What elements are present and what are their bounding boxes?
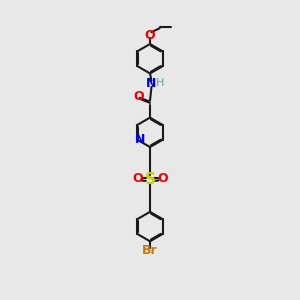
- Text: O: O: [133, 90, 144, 103]
- Text: H: H: [155, 78, 164, 88]
- Text: Br: Br: [142, 244, 158, 256]
- Text: N: N: [146, 77, 157, 90]
- Text: O: O: [145, 29, 155, 42]
- Text: N: N: [135, 133, 146, 146]
- Text: S: S: [145, 172, 155, 187]
- Text: O: O: [157, 172, 168, 185]
- Text: O: O: [132, 172, 143, 185]
